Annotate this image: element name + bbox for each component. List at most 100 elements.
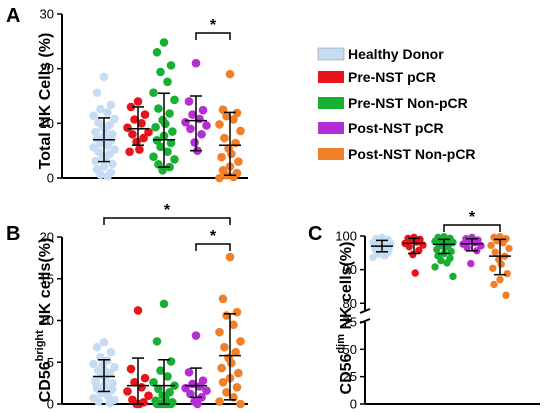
data-point (229, 320, 238, 329)
y-tick-label: 25 (343, 369, 357, 384)
data-point (236, 126, 245, 136)
group-post-nst-non-pcr (487, 232, 513, 299)
data-point (103, 108, 112, 117)
legend-label: Pre-NST Non-pCR (348, 95, 468, 111)
data-point (217, 152, 226, 162)
data-point (139, 133, 148, 143)
data-point (490, 280, 498, 289)
data-point (159, 299, 169, 309)
panel-label-c: C (308, 223, 322, 245)
data-point (103, 172, 112, 181)
data-point (184, 367, 194, 377)
legend-item: Pre-NST pCR (318, 69, 436, 85)
panel-b-marks: ** (89, 202, 245, 409)
legend-label: Healthy Donor (348, 46, 444, 62)
data-point (156, 142, 165, 152)
data-point (236, 337, 245, 346)
data-point (154, 104, 163, 113)
legend: Healthy Donor Pre-NST pCR Pre-NST Non-pC… (317, 46, 476, 162)
panel-b-ylabel-main: CD56 (37, 361, 54, 402)
data-point (152, 47, 162, 57)
data-point (491, 248, 499, 256)
axis-break-mark (359, 308, 371, 314)
data-point (227, 149, 236, 159)
y-tick-label: 50 (343, 342, 357, 357)
group-pre-nst-non-pcr (431, 232, 457, 281)
group-pre-nst-non-pcr (149, 38, 179, 175)
data-point (154, 384, 163, 394)
y-tick-label: 5 (47, 355, 54, 370)
data-point (96, 170, 105, 180)
data-point (225, 252, 235, 262)
significance-label: * (469, 209, 476, 226)
significance-label: * (164, 202, 171, 219)
data-point (449, 272, 457, 281)
legend-swatch (318, 71, 344, 83)
panel-c-marks: * (369, 209, 513, 299)
data-point (137, 119, 146, 128)
significance-bracket (103, 217, 231, 225)
data-point (126, 364, 136, 374)
data-point (149, 377, 158, 387)
panel-c-ylabel-sup: dim (335, 334, 347, 354)
data-point (152, 337, 162, 346)
data-point (218, 377, 228, 387)
data-point (489, 264, 497, 272)
data-point (215, 397, 224, 406)
data-point (218, 294, 228, 304)
group-post-nst-pcr (181, 58, 211, 155)
data-point (227, 358, 236, 368)
data-point (225, 69, 235, 79)
significance-bracket (195, 32, 231, 40)
data-point (92, 88, 102, 98)
data-point (411, 269, 419, 277)
data-point (101, 367, 110, 376)
data-point (156, 366, 165, 375)
y-tick-label: 0 (47, 171, 54, 186)
data-point (471, 239, 479, 247)
data-point (106, 347, 116, 357)
data-point (170, 155, 179, 164)
data-point (229, 115, 238, 124)
data-point (220, 133, 229, 143)
data-point (497, 260, 505, 268)
data-point (369, 253, 377, 262)
significance-bracket (195, 243, 231, 251)
data-point (123, 387, 132, 396)
data-point (215, 173, 224, 183)
data-point (231, 347, 240, 357)
data-point (133, 97, 143, 106)
data-point (133, 306, 143, 315)
panel-c-ylabel: CD56dim NK cells(%) (335, 242, 355, 395)
data-point (130, 115, 139, 124)
y-tick-label: 100 (335, 229, 357, 244)
legend-item: Healthy Donor (317, 46, 444, 62)
data-point (232, 108, 242, 118)
data-point (108, 159, 117, 169)
data-point (443, 259, 451, 267)
data-point (170, 95, 179, 105)
legend-label: Post-NST Non-pCR (348, 146, 476, 162)
panel-b-ylabel: CD56bright NK cells(%) (34, 238, 54, 403)
data-point (193, 399, 202, 409)
panel-c: CD56dim NK cells(%) 0 25 50 75 80 90 100 * (335, 209, 540, 412)
legend-swatch (317, 47, 345, 61)
legend-item: Post-NST Non-pCR (318, 146, 476, 162)
data-point (188, 110, 197, 119)
data-point (144, 127, 153, 137)
y-tick-label: 30 (40, 7, 54, 22)
data-point (197, 129, 206, 139)
group-post-nst-non-pcr (215, 252, 245, 409)
y-tick-label: 15 (40, 271, 54, 286)
data-point (415, 246, 423, 255)
panel-label-a: A (6, 5, 20, 27)
data-point (108, 384, 117, 394)
data-point (502, 291, 510, 299)
group-post-nst-pcr (181, 331, 211, 409)
panel-label-b: B (6, 223, 20, 245)
data-point (161, 119, 170, 129)
y-tick-label: 0 (47, 397, 54, 412)
data-point (191, 331, 201, 340)
